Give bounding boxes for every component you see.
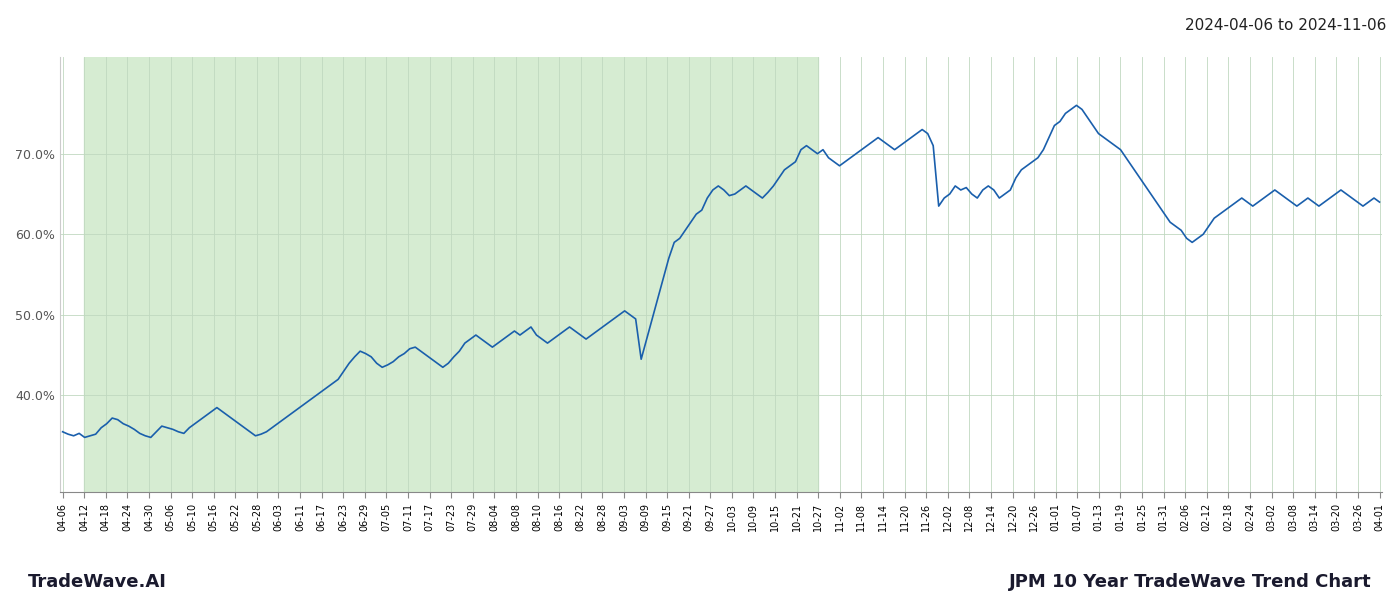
Text: JPM 10 Year TradeWave Trend Chart: JPM 10 Year TradeWave Trend Chart	[1009, 573, 1372, 591]
Text: TradeWave.AI: TradeWave.AI	[28, 573, 167, 591]
Bar	[84, 57, 818, 492]
Text: 2024-04-06 to 2024-11-06: 2024-04-06 to 2024-11-06	[1184, 18, 1386, 33]
